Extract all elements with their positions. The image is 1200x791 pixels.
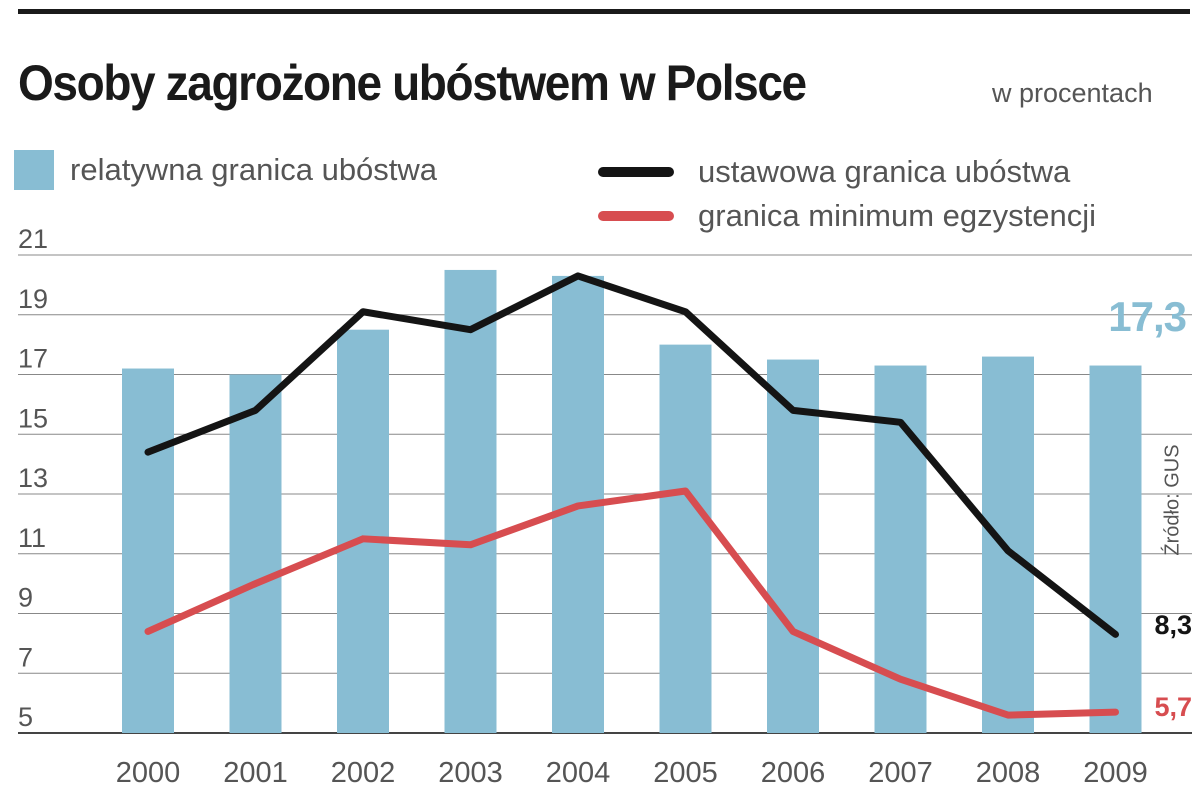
data-label-ustawowa-2009: 8,3 <box>1154 610 1192 640</box>
source-text: Źródło: GUS <box>1161 444 1184 556</box>
y-tick-label: 9 <box>18 583 33 613</box>
x-tick-label: 2004 <box>546 757 611 789</box>
labels-layer: 5 7 9 11 13 15 17 19 21 2000 2001 2002 2003 2004 2005 2… <box>18 224 1192 789</box>
x-tick-label: 2006 <box>761 757 826 789</box>
legend-item-black-line: ustawowa granica ubóstwa <box>598 154 1070 190</box>
top-rule <box>18 9 1190 14</box>
bar <box>1089 365 1142 733</box>
bar <box>229 374 282 733</box>
legend-label-black-line: ustawowa granica ubóstwa <box>698 154 1071 189</box>
y-tick-label: 13 <box>18 463 48 493</box>
source-note: Źródło: GUS <box>1161 410 1184 590</box>
x-tick-label: 2000 <box>116 757 181 789</box>
legend-item-red-line: granica minimum egzystencji <box>598 198 1096 234</box>
x-tick-label: 2001 <box>223 757 288 789</box>
data-label-bar-2009: 17,3 <box>1108 293 1186 340</box>
bar <box>337 329 389 733</box>
bar <box>444 269 497 733</box>
series-line-ustawowa <box>144 272 1119 638</box>
x-tick-label: 2009 <box>1083 757 1148 789</box>
y-tick-label: 11 <box>18 523 46 553</box>
bar <box>767 359 819 733</box>
x-tick-label: 2005 <box>653 757 718 789</box>
x-tick-label: 2007 <box>868 757 933 789</box>
x-tick-label: 2002 <box>331 757 396 789</box>
bars-layer <box>122 269 1142 733</box>
legend-swatch-bar <box>14 150 54 190</box>
bar <box>982 356 1034 733</box>
x-tick-label: 2008 <box>976 757 1041 789</box>
y-tick-label: 5 <box>18 702 33 732</box>
series-line-minimum <box>144 487 1119 719</box>
bar <box>659 344 712 733</box>
legend-label-red-line: granica minimum egzystencji <box>698 198 1096 233</box>
data-label-minimum-2009: 5,7 <box>1154 692 1192 722</box>
y-tick-label: 7 <box>18 642 33 672</box>
lines-layer <box>144 272 1119 719</box>
y-tick-label: 15 <box>18 403 48 433</box>
legend-swatch-black-line <box>598 167 674 177</box>
chart-title: Osoby zagrożone ubóstwem w Polsce <box>18 55 807 111</box>
y-tick-label: 17 <box>18 344 48 374</box>
bar <box>122 368 174 733</box>
y-tick-label: 21 <box>18 224 48 254</box>
y-tick-label: 19 <box>18 284 48 314</box>
legend-label-bar: relatywna granica ubóstwa <box>70 152 438 187</box>
x-tick-label: 2003 <box>438 757 503 789</box>
legend-item-bar: relatywna granica ubóstwa <box>14 150 437 190</box>
legend-swatch-red-line <box>598 211 674 221</box>
chart-subtitle: w procentach <box>992 78 1153 108</box>
